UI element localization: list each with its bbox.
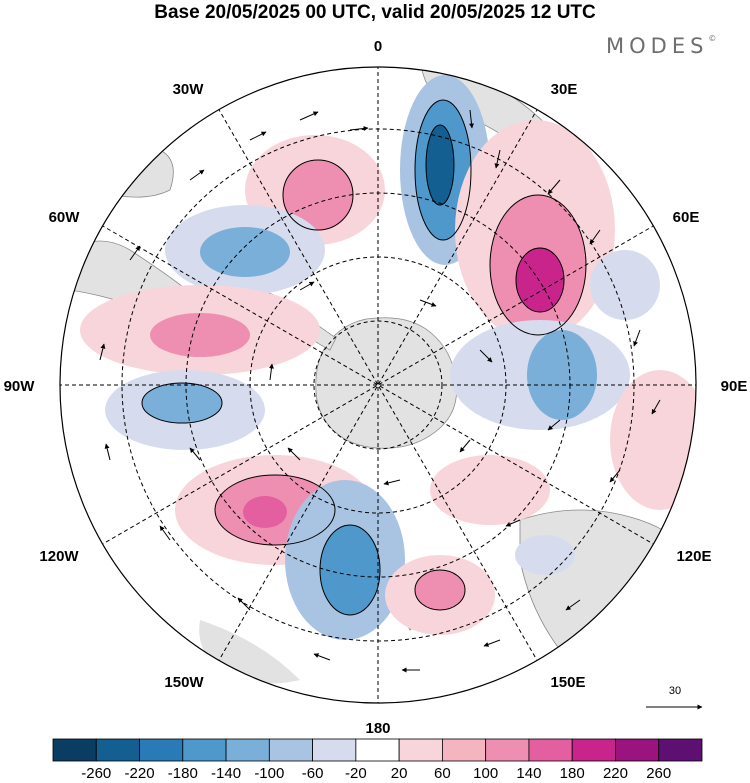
brand-text: MODES <box>606 34 709 58</box>
colorbar-tick-label: 60 <box>434 765 451 782</box>
colorbar-tick-label: 260 <box>646 765 671 782</box>
colorbar-tick-label: -100 <box>254 765 284 782</box>
lon-label-30w: 30W <box>173 81 205 98</box>
south-america-upper-land <box>99 144 174 198</box>
longitude-labels: 0 30E 60E 90E 120E 150E 180 150W 120W 90… <box>4 38 748 737</box>
colorbar-tick-label: -220 <box>125 765 155 782</box>
colorbar-tick-label: 140 <box>516 765 541 782</box>
lon-label-150w: 150W <box>164 674 204 691</box>
anomaly-negative-0-core <box>426 125 454 205</box>
colorbar-swatch <box>52 738 97 762</box>
lon-label-120w: 120W <box>39 548 79 565</box>
lon-label-150e: 150E <box>550 674 585 691</box>
colorbar-swatch <box>225 738 270 762</box>
colorbar-tick-label: 20 <box>391 765 408 782</box>
anomaly-positive-70w-core <box>150 313 250 357</box>
colorbar-tick-label: -20 <box>345 765 367 782</box>
anomaly-positive-100e <box>610 370 696 510</box>
copyright-mark: © <box>708 34 717 43</box>
colorbar-swatch <box>268 738 314 762</box>
colorbar-swatch <box>615 738 660 762</box>
lon-label-120e: 120E <box>676 548 711 565</box>
reference-vector: 30 <box>646 685 703 710</box>
colorbar-tick-label: -260 <box>81 765 111 782</box>
reference-vector-value: 30 <box>669 685 681 697</box>
map-field <box>60 67 696 703</box>
colorbar-swatch <box>355 738 400 762</box>
lon-label-60w: 60W <box>49 209 81 226</box>
colorbar-swatch <box>441 738 487 762</box>
colorbar-tick-label: 100 <box>473 765 498 782</box>
colorbar-swatch <box>139 738 184 762</box>
colorbar-swatch <box>182 738 227 762</box>
antarctica-land <box>315 317 458 449</box>
anomaly-positive-30w-core <box>283 160 353 230</box>
anomaly-negative-60e <box>590 250 660 320</box>
wind-vectors <box>99 109 661 673</box>
lon-label-60e: 60E <box>673 209 700 226</box>
colorbar-tick-label: 220 <box>603 765 628 782</box>
lon-label-90e: 90E <box>721 378 748 395</box>
lon-label-30e: 30E <box>551 81 578 98</box>
colorbar-swatch <box>528 738 573 762</box>
anomaly-negative-90e-core <box>527 330 597 420</box>
colorbar-tick-label: 180 <box>560 765 585 782</box>
modes-logo: MODES© <box>606 34 716 58</box>
colorbar-tick-label: -180 <box>168 765 198 782</box>
colorbar-swatch <box>312 738 357 762</box>
colorbar-swatch <box>95 738 140 762</box>
map-border <box>59 66 697 704</box>
colorbar-swatch <box>658 738 703 762</box>
colorbar-swatch <box>571 738 616 762</box>
colorbar: -260 -220 -180 -140 -100 -60 -20 20 60 100 140 180 2… <box>52 738 703 782</box>
anomaly-positive-150e-core <box>415 570 465 610</box>
lon-label-180: 180 <box>365 720 390 737</box>
map-title: Base 20/05/2025 00 UTC, valid 20/05/2025… <box>154 2 596 23</box>
anomaly-negative-45w-core <box>200 227 290 277</box>
colorbar-tick-label: -140 <box>211 765 241 782</box>
anomaly-positive-110e <box>430 455 550 525</box>
anomaly-negative-90w-core <box>142 383 222 423</box>
anomaly-positive-120w-core <box>243 496 287 528</box>
colorbar-swatch <box>485 738 530 762</box>
colorbar-swatch <box>398 738 443 762</box>
lon-label-0: 0 <box>374 38 382 55</box>
colorbar-tick-label: -60 <box>302 765 324 782</box>
anomaly-negative-130e <box>515 535 575 575</box>
graticule <box>60 67 696 703</box>
anomaly-positive-30e-core <box>516 248 564 312</box>
anomaly-negative-160w-core <box>320 525 380 615</box>
lon-label-90w: 90W <box>4 378 36 395</box>
